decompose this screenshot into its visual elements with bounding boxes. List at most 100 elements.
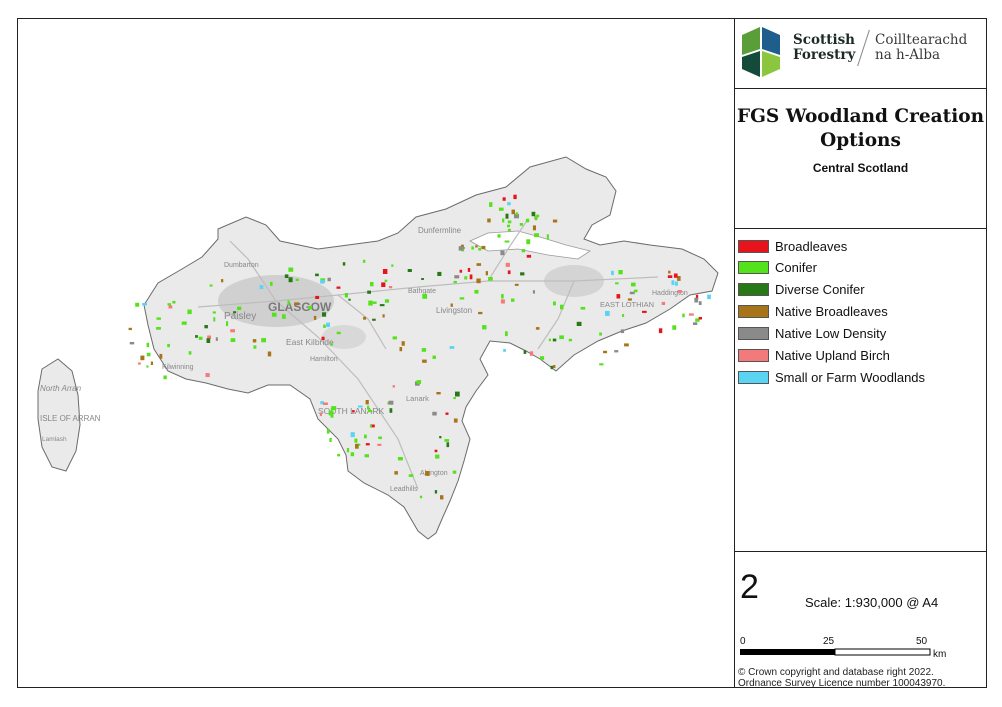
woodland-feature	[352, 410, 355, 413]
woodland-feature	[355, 443, 359, 449]
woodland-feature	[392, 385, 395, 388]
woodland-feature	[294, 302, 299, 306]
scale-tick-25: 25	[823, 636, 835, 647]
woodland-feature	[271, 312, 277, 317]
woodland-feature	[531, 211, 536, 217]
woodland-feature	[435, 454, 440, 459]
woodland-feature	[514, 213, 519, 219]
legend-label: Native Upland Birch	[775, 347, 890, 363]
woodland-feature	[505, 331, 508, 337]
woodland-feature	[534, 233, 539, 238]
woodland-feature	[535, 215, 538, 221]
woodland-feature	[694, 297, 699, 303]
woodland-feature	[378, 436, 382, 440]
woodland-feature	[282, 314, 286, 319]
woodland-feature	[553, 365, 556, 368]
woodland-feature	[421, 278, 424, 280]
woodland-feature	[599, 363, 604, 366]
woodland-feature	[469, 274, 473, 280]
map-label-haddington: Haddington	[652, 290, 688, 297]
woodland-feature	[599, 332, 602, 336]
woodland-feature	[434, 449, 438, 453]
map-title: FGS Woodland Creation Options	[736, 106, 985, 151]
copyright-line2: Ordnance Survey Licence number 100043970…	[738, 678, 946, 689]
map-label-lamlash: Lamlash	[42, 436, 67, 443]
motherwell-urban-area	[322, 325, 366, 349]
woodland-feature	[475, 245, 478, 248]
woodland-feature	[507, 202, 511, 206]
woodland-feature	[488, 277, 493, 281]
woodland-feature	[677, 276, 681, 281]
map-canvas: GLASGOW Paisley East Kilbride North Arra…	[37, 156, 719, 540]
woodland-feature	[526, 254, 532, 258]
woodland-feature	[535, 327, 540, 330]
woodland-feature	[548, 338, 551, 342]
woodland-feature	[618, 270, 623, 275]
scale-bar: 0 25 50 km	[740, 636, 946, 660]
map-label-lanark: Lanark	[406, 394, 429, 403]
woodland-feature	[181, 321, 187, 325]
woodland-feature	[614, 350, 619, 353]
woodland-feature	[502, 218, 505, 223]
woodland-feature	[550, 365, 554, 370]
woodland-feature	[467, 268, 471, 272]
woodland-feature	[337, 453, 340, 457]
woodland-feature	[381, 282, 386, 287]
logo-line2: Forestry	[793, 47, 856, 63]
woodland-feature	[449, 346, 455, 349]
woodland-feature	[156, 317, 161, 320]
woodland-feature	[504, 240, 510, 243]
woodland-feature	[138, 362, 141, 365]
woodland-feature	[507, 224, 510, 228]
woodland-feature	[559, 335, 564, 340]
woodland-feature	[505, 262, 510, 267]
woodland-feature	[485, 271, 488, 276]
woodland-feature	[631, 282, 636, 287]
woodland-feature	[658, 328, 663, 334]
woodland-feature	[416, 380, 422, 384]
woodland-feature	[363, 316, 367, 320]
woodland-feature	[142, 303, 147, 306]
map-label-paisley: Paisley	[224, 311, 256, 322]
woodland-feature	[407, 269, 412, 272]
woodland-feature	[315, 295, 320, 299]
woodland-feature	[672, 325, 677, 330]
map-label-dunfermline: Dunfermline	[418, 226, 462, 235]
logo-gaelic-name: Coilltearachd na h-Alba	[875, 33, 967, 63]
woodland-feature	[146, 365, 149, 368]
woodland-feature	[514, 283, 519, 286]
woodland-feature	[503, 348, 506, 352]
woodland-feature	[525, 218, 530, 223]
woodland-feature	[474, 289, 479, 294]
map-label-glasgow: GLASGOW	[268, 300, 332, 314]
woodland-feature	[392, 336, 397, 340]
logo-section: Scottish Forestry Coilltearachd na h-Alb…	[735, 19, 986, 89]
woodland-feature	[195, 335, 198, 338]
legend-item: Small or Farm Woodlands	[738, 368, 925, 386]
woodland-feature	[568, 338, 572, 342]
woodland-feature	[288, 267, 294, 272]
woodland-feature	[198, 336, 203, 340]
woodland-feature	[146, 342, 150, 348]
legend: Broadleaves Conifer Diverse Conifer Nati…	[735, 229, 986, 552]
title-section: FGS Woodland Creation Options Central Sc…	[735, 89, 986, 229]
legend-item: Native Low Density	[738, 324, 886, 342]
woodland-feature	[382, 269, 388, 274]
woodland-feature	[365, 400, 369, 405]
map-label-kilwinning: Kilwinning	[162, 364, 194, 371]
legend-item: Native Broadleaves	[738, 302, 888, 320]
woodland-feature	[207, 335, 211, 339]
legend-item: Broadleaves	[738, 237, 847, 255]
woodland-feature	[308, 305, 312, 310]
woodland-feature	[540, 356, 545, 360]
woodland-feature	[330, 343, 333, 346]
woodland-feature	[372, 301, 377, 304]
woodland-feature	[698, 317, 702, 320]
woodland-feature	[215, 337, 218, 341]
map-area[interactable]: GLASGOW Paisley East Kilbride North Arra…	[18, 19, 735, 687]
woodland-feature	[421, 348, 427, 352]
woodland-feature	[698, 301, 702, 305]
woodland-feature	[252, 339, 257, 343]
woodland-feature	[377, 443, 382, 446]
woodland-feature	[321, 336, 325, 341]
